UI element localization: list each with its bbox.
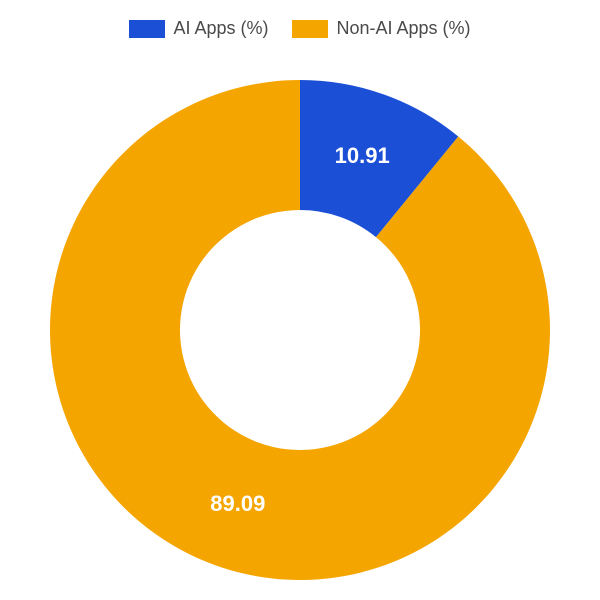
data-label-1: 89.09: [210, 491, 265, 517]
data-label-0: 10.91: [335, 143, 390, 169]
donut-chart: [0, 0, 600, 600]
donut-slice-1: [50, 80, 550, 580]
